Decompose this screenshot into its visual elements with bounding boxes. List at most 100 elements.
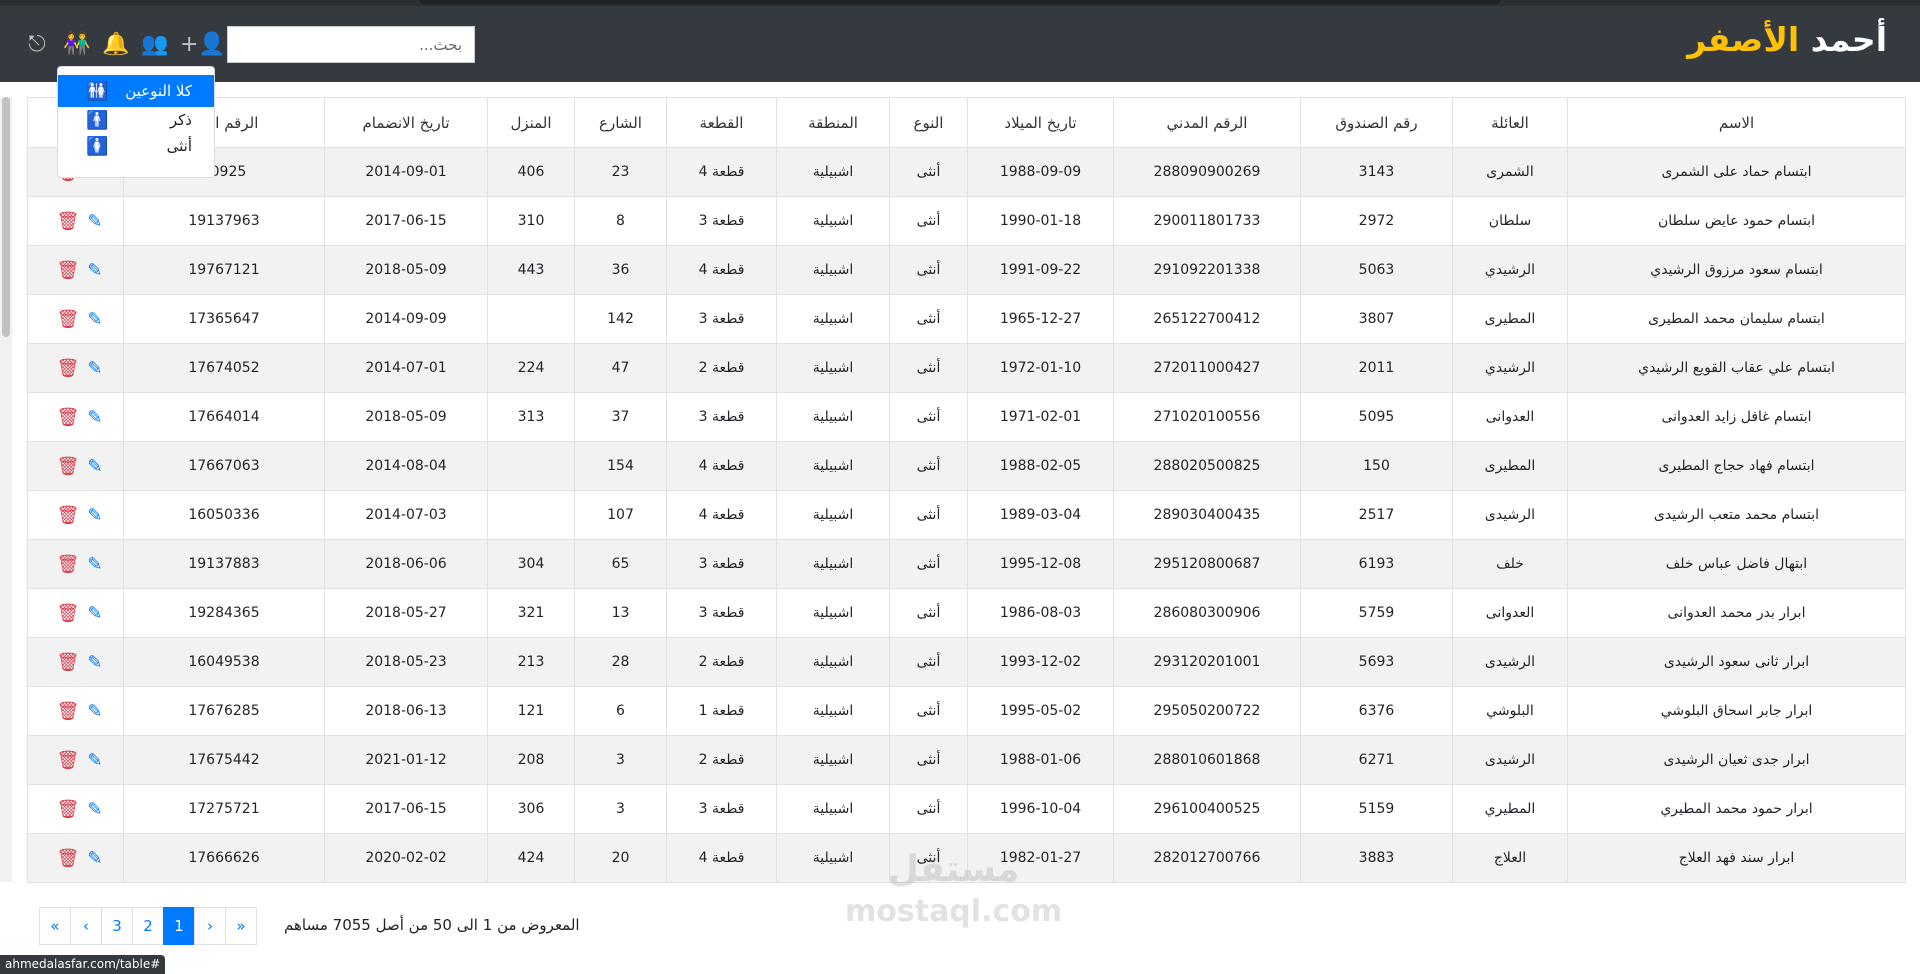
delete-icon[interactable]: 🗑 xyxy=(56,259,80,281)
edit-icon[interactable]: ✎ xyxy=(87,259,103,281)
delete-icon[interactable]: 🗑 xyxy=(56,210,80,232)
table-cell: قطعة 3 xyxy=(666,196,777,246)
table-cell: 304 xyxy=(487,539,575,589)
table-cell: أنثى xyxy=(889,294,968,344)
edit-icon[interactable]: ✎ xyxy=(87,700,103,722)
table-cell: أنثى xyxy=(889,196,968,246)
delete-icon[interactable]: 🗑 xyxy=(56,553,80,575)
page-last[interactable]: « xyxy=(39,907,71,945)
gender-dropdown: كلا النوعين 🚻 ذكر 🚹 أنثى 🚺 xyxy=(57,66,215,178)
actions-cell: ✎🗑 xyxy=(27,490,124,540)
table-cell: قطعة 4 xyxy=(666,147,777,197)
column-header[interactable]: المنطقة xyxy=(776,97,890,148)
page-2[interactable]: 2 xyxy=(132,907,164,945)
search-input[interactable] xyxy=(227,26,475,63)
delete-icon[interactable]: 🗑 xyxy=(56,749,80,771)
column-header[interactable]: رقم الصندوق xyxy=(1300,97,1453,148)
scrollbar[interactable] xyxy=(0,97,12,882)
page-prev[interactable]: › xyxy=(194,907,226,945)
edit-icon[interactable]: ✎ xyxy=(87,749,103,771)
edit-icon[interactable]: ✎ xyxy=(87,847,103,869)
table-cell: 296100400525 xyxy=(1113,784,1301,834)
page-first[interactable]: » xyxy=(225,907,257,945)
table-cell: اشبيلية xyxy=(776,735,890,785)
delete-icon[interactable]: 🗑 xyxy=(56,455,80,477)
table-cell: 295120800687 xyxy=(1113,539,1301,589)
column-header[interactable]: النوع xyxy=(889,97,968,148)
table-cell: 17674052 xyxy=(123,343,325,393)
table-cell: 1989-03-04 xyxy=(967,490,1114,540)
table-cell: 1993-12-02 xyxy=(967,637,1114,687)
dropdown-item-both[interactable]: كلا النوعين 🚻 xyxy=(58,75,214,107)
browser-top-strip xyxy=(0,0,1920,6)
column-header[interactable]: العائلة xyxy=(1452,97,1568,148)
brand-title[interactable]: أحمد الأصفر xyxy=(1687,20,1887,59)
pagination: « ‹ 3 2 1 › » xyxy=(39,907,257,945)
column-header[interactable]: القطعة xyxy=(666,97,777,148)
table-cell: 142 xyxy=(574,294,667,344)
exit-icon[interactable]: ⎋ xyxy=(28,32,46,57)
table-cell: أنثى xyxy=(889,441,968,491)
delete-icon[interactable]: 🗑 xyxy=(56,357,80,379)
table-cell: المطيرى xyxy=(1452,441,1568,491)
delete-icon[interactable]: 🗑 xyxy=(56,504,80,526)
table-cell: قطعة 1 xyxy=(666,686,777,736)
page-3[interactable]: 3 xyxy=(101,907,133,945)
column-header[interactable]: الاسم xyxy=(1567,97,1906,148)
column-header[interactable]: تاريخ الميلاد xyxy=(967,97,1114,148)
page-1[interactable]: 1 xyxy=(163,907,195,945)
column-header[interactable]: الشارع xyxy=(574,97,667,148)
table-cell: قطعة 2 xyxy=(666,637,777,687)
edit-icon[interactable]: ✎ xyxy=(87,406,103,428)
members-table-wrapper: الاسم العائلة رقم الصندوق الرقم المدني تاريخ… xyxy=(27,97,1906,883)
table-cell: 1995-05-02 xyxy=(967,686,1114,736)
edit-icon[interactable]: ✎ xyxy=(87,602,103,624)
gender-filter-icon[interactable]: 👫 xyxy=(63,32,91,57)
bell-icon[interactable]: 🔔 xyxy=(102,32,130,57)
delete-icon[interactable]: 🗑 xyxy=(56,602,80,624)
edit-icon[interactable]: ✎ xyxy=(87,210,103,232)
edit-icon[interactable]: ✎ xyxy=(87,308,103,330)
table-cell: 8 xyxy=(574,196,667,246)
table-cell: قطعة 3 xyxy=(666,784,777,834)
dropdown-item-female[interactable]: أنثى 🚺 xyxy=(58,133,214,159)
edit-icon[interactable]: ✎ xyxy=(87,504,103,526)
dropdown-item-male[interactable]: ذكر 🚹 xyxy=(58,107,214,133)
table-cell: 293120201001 xyxy=(1113,637,1301,687)
delete-icon[interactable]: 🗑 xyxy=(56,406,80,428)
table-cell: 17676285 xyxy=(123,686,325,736)
column-header[interactable]: الرقم المدني xyxy=(1113,97,1301,148)
edit-icon[interactable]: ✎ xyxy=(87,798,103,820)
edit-icon[interactable]: ✎ xyxy=(87,553,103,575)
table-cell: 1996-10-04 xyxy=(967,784,1114,834)
table-cell: 295050200722 xyxy=(1113,686,1301,736)
edit-icon[interactable]: ✎ xyxy=(87,651,103,673)
status-bar-url: ahmedalasfar.com/table# xyxy=(0,955,166,974)
table-cell: قطعة 3 xyxy=(666,588,777,638)
column-header[interactable]: المنزل xyxy=(487,97,575,148)
table-cell xyxy=(487,441,575,491)
table-cell: ابرار سند فهد العلاج xyxy=(1567,833,1906,883)
column-header[interactable]: تاريخ الانضمام xyxy=(324,97,488,148)
table-cell: 2014-07-01 xyxy=(324,343,488,393)
edit-icon[interactable]: ✎ xyxy=(87,357,103,379)
table-cell: أنثى xyxy=(889,147,968,197)
delete-icon[interactable]: 🗑 xyxy=(56,700,80,722)
table-cell: الرشيدى xyxy=(1452,735,1568,785)
delete-icon[interactable]: 🗑 xyxy=(56,798,80,820)
delete-icon[interactable]: 🗑 xyxy=(56,847,80,869)
add-user-icon[interactable]: +👤 xyxy=(180,32,226,57)
table-cell: 65 xyxy=(574,539,667,589)
users-group-icon[interactable]: 👥 xyxy=(141,32,169,57)
table-cell: 3143 xyxy=(1300,147,1453,197)
table-cell: أنثى xyxy=(889,735,968,785)
delete-icon[interactable]: 🗑 xyxy=(56,308,80,330)
page-next[interactable]: ‹ xyxy=(70,907,102,945)
table-cell: 2018-05-09 xyxy=(324,245,488,295)
table-cell: اشبيلية xyxy=(776,490,890,540)
edit-icon[interactable]: ✎ xyxy=(87,455,103,477)
actions-cell: ✎🗑 xyxy=(27,735,124,785)
table-row: ابتهال فاضل عباس خلف خلف 6193 295120800687 1… xyxy=(27,539,1906,589)
table-cell: 2014-09-01 xyxy=(324,147,488,197)
delete-icon[interactable]: 🗑 xyxy=(56,651,80,673)
